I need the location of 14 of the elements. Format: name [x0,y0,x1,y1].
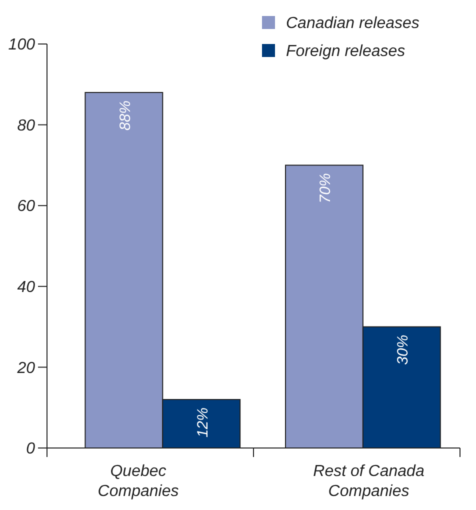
data-label: 70% [317,173,334,204]
data-label: 12% [194,408,212,438]
y-tick-label: 20 [16,360,36,377]
y-tick-label: 40 [17,279,36,296]
legend-label: Foreign releases [286,43,406,60]
y-tick-label: 0 [26,440,36,458]
data-label: 30% [394,334,412,365]
data-label: 88% [116,100,134,131]
y-tick-label: 100 [8,36,36,54]
x-tick-label: Quebec Companies [98,463,179,500]
x-tick-label: Rest of Canada Companies [313,463,424,500]
y-tick-label: 60 [17,198,36,216]
y-tick-label: 80 [17,117,36,134]
legend-label: Canadian releases [286,15,420,32]
